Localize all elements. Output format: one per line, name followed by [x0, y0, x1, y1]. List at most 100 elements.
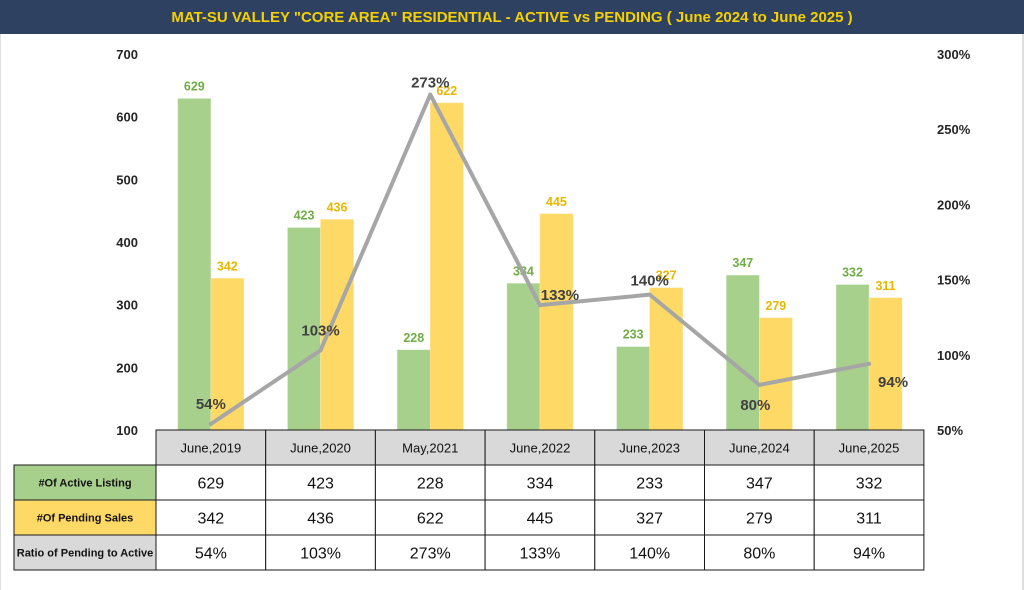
table-cell-value: 54%	[195, 546, 227, 563]
table-data-cell	[704, 499, 815, 536]
table-data-cell	[265, 534, 376, 571]
table-cell-value: 347	[746, 476, 773, 493]
table-header-label: June,2020	[290, 441, 351, 456]
table-header-label: June,2023	[619, 441, 680, 456]
table-cell-value: 80%	[743, 546, 775, 563]
ratio-point	[428, 92, 433, 97]
table-cell-value: 279	[746, 511, 773, 528]
ratio-point	[757, 382, 762, 387]
table-cell-value: 311	[856, 511, 882, 528]
table-header-cell	[813, 429, 925, 466]
table-data-cell	[813, 534, 925, 571]
chart-title: MAT-SU VALLEY "CORE AREA" RESIDENTIAL - …	[0, 0, 1024, 34]
table-cell-value: 334	[527, 476, 554, 493]
y-right-tick-label: 250%	[937, 122, 971, 137]
data-label-ratio: 140%	[630, 273, 668, 290]
data-label-ratio: 94%	[878, 374, 908, 391]
table-data-cell	[155, 534, 267, 571]
table-row-legend-cell	[13, 464, 157, 501]
table-cell-value: 94%	[853, 546, 885, 563]
data-label-ratio: 133%	[541, 287, 579, 304]
table-header-cell	[155, 429, 267, 466]
table-header-label: June,2024	[729, 441, 790, 456]
table-data-cell	[374, 499, 486, 536]
data-label-pending: 279	[765, 299, 786, 313]
table-cell-value: 327	[636, 511, 663, 528]
y-right-tick-label: 200%	[937, 197, 971, 212]
ratio-point	[537, 303, 542, 308]
table-cell-value: 233	[636, 476, 663, 493]
ratio-point	[208, 421, 213, 426]
y-right-tick-label: 100%	[937, 348, 971, 363]
bar-pending-sales	[539, 213, 574, 431]
bar-active-listing	[616, 346, 650, 431]
data-label-ratio: 80%	[740, 397, 770, 414]
table-row-label: #Of Pending Sales	[37, 513, 134, 525]
data-label-ratio: 54%	[196, 396, 226, 413]
bar-active-listing	[506, 283, 541, 431]
data-label-ratio: 273%	[411, 75, 449, 92]
y-right-tick-label: 300%	[937, 47, 971, 62]
table-data-cell	[155, 499, 267, 536]
bar-pending-sales	[320, 219, 354, 431]
y-right-tick-label: 50%	[937, 423, 963, 438]
table-cell-value: 133%	[519, 546, 560, 563]
bar-active-listing	[177, 98, 212, 431]
table-row-label: Ratio of Pending to Active	[17, 548, 154, 560]
table-row-legend-cell	[13, 534, 157, 571]
table-data-cell	[594, 534, 705, 571]
table-data-cell	[813, 499, 925, 536]
table-row-label: #Of Active Listing	[38, 478, 131, 490]
ratio-point	[867, 361, 872, 366]
data-label-ratio: 103%	[301, 322, 339, 339]
table-cell-value: 103%	[300, 546, 341, 563]
ratio-point	[318, 348, 323, 353]
table-cell-value: 445	[527, 511, 554, 528]
table-cell-value: 140%	[629, 546, 670, 563]
data-label-active: 423	[294, 209, 315, 223]
table-data-cell	[704, 534, 815, 571]
table-data-cell	[265, 464, 376, 501]
table-header-label: June,2022	[510, 441, 571, 456]
bar-pending-sales	[759, 317, 793, 431]
table-cell-value: 622	[417, 511, 444, 528]
data-label-pending: 436	[327, 200, 348, 214]
y-left-tick-label: 300	[116, 298, 138, 313]
bar-active-listing	[835, 284, 870, 431]
table-cell-value: 436	[307, 511, 334, 528]
bar-pending-sales	[868, 297, 903, 431]
data-label-pending: 622	[436, 84, 457, 98]
table-cell-value: 332	[856, 476, 883, 493]
data-label-pending: 327	[656, 269, 677, 283]
data-label-active: 228	[403, 331, 424, 345]
table-header-cell	[594, 429, 705, 466]
table-data-cell	[594, 464, 705, 501]
data-label-active: 347	[732, 256, 753, 270]
y-left-tick-label: 100	[116, 423, 138, 438]
data-label-active: 332	[842, 266, 863, 280]
table-header-label: May,2021	[402, 441, 458, 456]
bar-active-listing	[397, 349, 431, 431]
ratio-point	[647, 292, 652, 297]
table-cell-value: 423	[307, 476, 334, 493]
table-data-cell	[704, 464, 815, 501]
table-data-cell	[374, 464, 486, 501]
y-left-tick-label: 700	[116, 47, 138, 62]
y-left-tick-label: 200	[116, 360, 138, 375]
table-header-cell	[374, 429, 486, 466]
table-header-label: June,2019	[180, 441, 241, 456]
y-right-tick-label: 150%	[937, 273, 971, 288]
table-data-cell	[155, 464, 267, 501]
y-left-tick-label: 500	[116, 172, 138, 187]
table-data-cell	[484, 534, 596, 571]
table-cell-value: 342	[197, 511, 224, 528]
table-cell-value: 273%	[410, 546, 451, 563]
table-data-cell	[265, 499, 376, 536]
data-label-active: 629	[184, 79, 205, 93]
table-cell-value: 629	[197, 476, 224, 493]
data-label-pending: 445	[546, 195, 567, 209]
table-header-label: June,2025	[839, 441, 900, 456]
data-label-pending: 342	[217, 259, 238, 273]
